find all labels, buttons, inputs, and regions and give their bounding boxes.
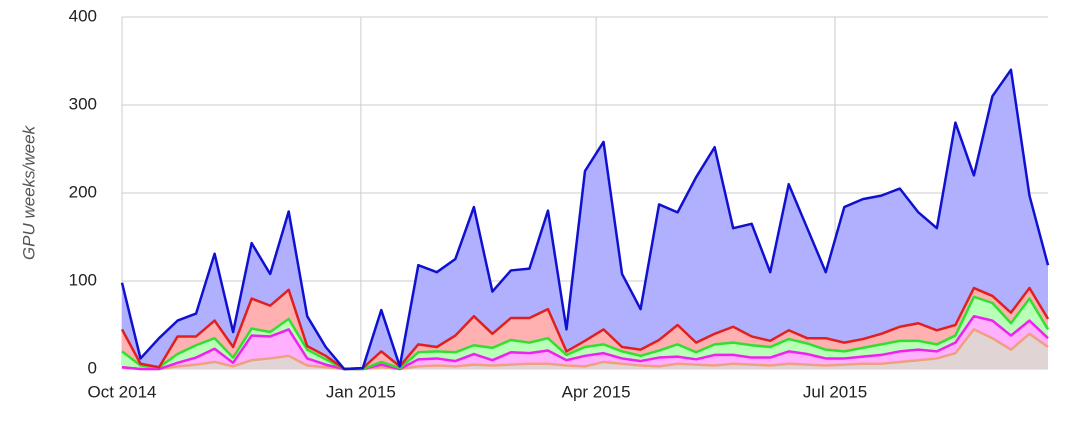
series-line bbox=[121, 314, 1049, 371]
area-fill bbox=[122, 329, 1048, 369]
area-fill bbox=[122, 316, 1048, 369]
y-tick-label: 100 bbox=[69, 270, 97, 289]
series-line bbox=[121, 328, 1049, 371]
x-tick-label: Oct 2014 bbox=[88, 382, 157, 401]
series-line bbox=[120, 286, 1050, 371]
area-fill bbox=[122, 69, 1048, 370]
y-tick-label: 0 bbox=[88, 358, 97, 377]
area-fill bbox=[122, 296, 1048, 369]
y-tick-label: 400 bbox=[69, 6, 97, 25]
series-line bbox=[121, 295, 1050, 371]
y-tick-label: 200 bbox=[69, 182, 97, 201]
x-tick-label: Apr 2015 bbox=[562, 382, 631, 401]
x-tick-label: Jan 2015 bbox=[326, 382, 396, 401]
series-line bbox=[120, 68, 1050, 371]
x-tick-label: Jul 2015 bbox=[803, 382, 867, 401]
y-tick-label: 300 bbox=[69, 94, 97, 113]
y-axis-label: GPU weeks/week bbox=[19, 124, 38, 260]
